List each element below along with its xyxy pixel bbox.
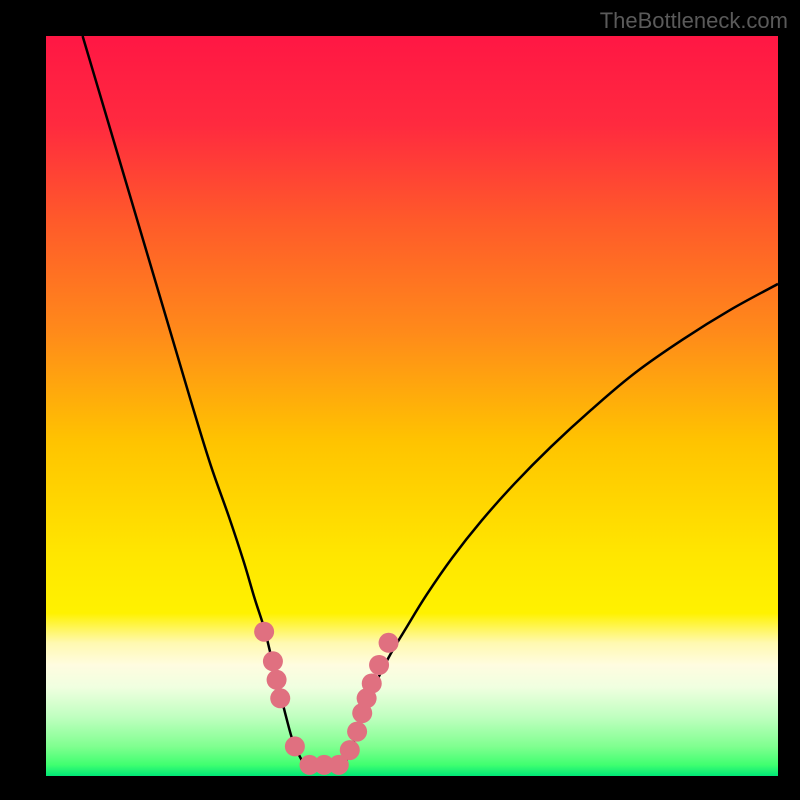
- watermark-text: TheBottleneck.com: [600, 8, 788, 34]
- marker-point: [369, 655, 389, 675]
- chart-svg: [46, 36, 778, 776]
- marker-point: [285, 736, 305, 756]
- marker-point: [267, 670, 287, 690]
- marker-point: [263, 651, 283, 671]
- marker-point: [379, 633, 399, 653]
- marker-point: [347, 722, 367, 742]
- marker-point: [270, 688, 290, 708]
- marker-point: [340, 740, 360, 760]
- marker-point: [362, 674, 382, 694]
- right-curve: [346, 284, 778, 761]
- markers-group: [254, 622, 398, 775]
- plot-area: [46, 36, 778, 776]
- marker-point: [254, 622, 274, 642]
